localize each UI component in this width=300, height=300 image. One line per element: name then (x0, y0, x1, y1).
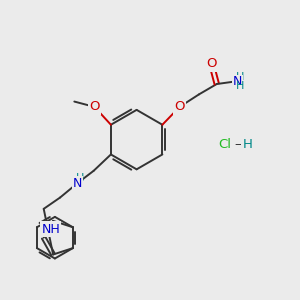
Text: Cl: Cl (218, 138, 231, 151)
Text: N: N (233, 75, 242, 88)
Text: H: H (236, 73, 244, 82)
Text: O: O (89, 100, 100, 113)
Text: H: H (236, 81, 244, 92)
Text: H: H (76, 173, 84, 183)
Text: NH: NH (41, 223, 60, 236)
Text: –: – (234, 138, 241, 151)
Text: O: O (206, 57, 217, 70)
Text: N: N (73, 177, 82, 190)
Text: O: O (174, 100, 185, 113)
Text: H: H (243, 138, 253, 151)
